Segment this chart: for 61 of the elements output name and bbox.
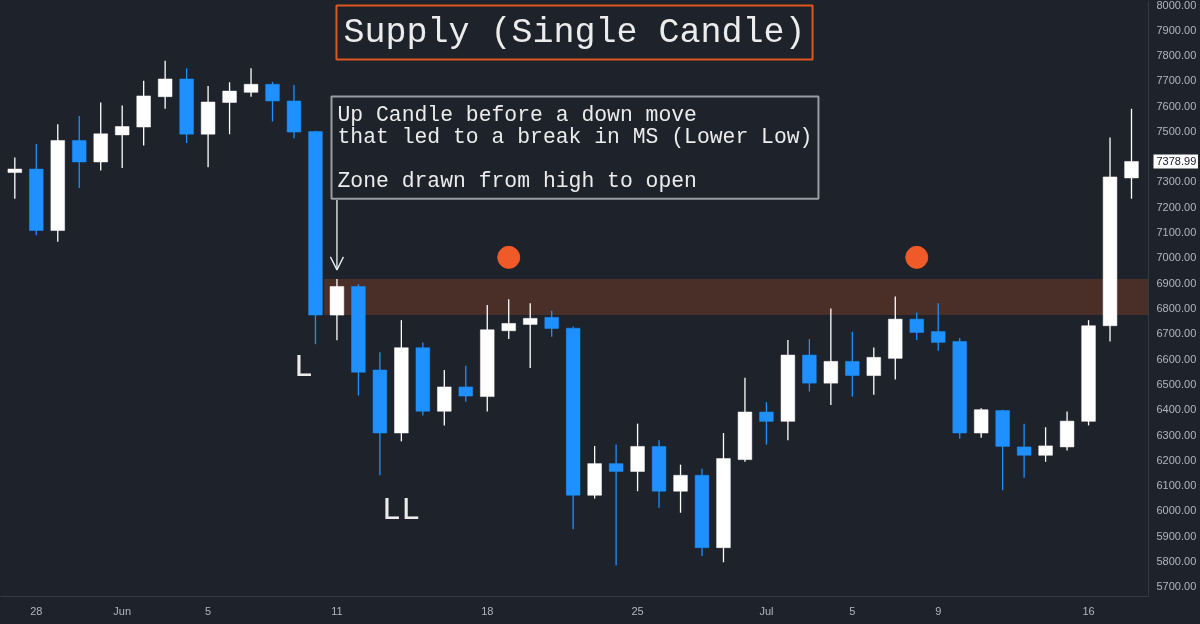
annotation: LL (381, 491, 421, 529)
chart-title: Supply (Single Candle) (343, 12, 806, 53)
candlestick (458, 365, 473, 403)
y-tick-label: 7600.00 (1156, 99, 1197, 112)
y-tick-label: 7500.00 (1156, 124, 1197, 137)
y-tick-label: 5800.00 (1156, 555, 1197, 568)
candlestick (1017, 423, 1032, 479)
y-tick-label: 6100.00 (1156, 479, 1197, 492)
candlestick (909, 311, 924, 341)
candlestick (501, 298, 516, 340)
candlestick (608, 443, 624, 567)
y-tick-label: 7800.00 (1156, 48, 1197, 61)
candlestick (866, 346, 881, 396)
x-tick-label: 25 (631, 604, 644, 617)
candlestick (544, 310, 559, 338)
annotation: Up Candle before a down move that led to a break in MS (Lower Low) Zone drawn from high to open (337, 102, 813, 193)
y-tick-label: 6900.00 (1156, 276, 1197, 289)
y-tick-label: 7700.00 (1156, 74, 1197, 87)
x-tick-label: 9 (935, 604, 942, 617)
x-tick-label: 28 (30, 604, 43, 617)
y-tick-label: 6300.00 (1156, 428, 1197, 441)
y-tick-label: 7000.00 (1156, 251, 1197, 264)
x-tick-label: 18 (481, 604, 494, 617)
x-tick-label: 5 (849, 604, 856, 617)
y-tick-label: 6500.00 (1156, 377, 1197, 390)
annotation: L (293, 348, 314, 386)
candlestick (158, 60, 173, 110)
candlestick (845, 331, 860, 398)
y-tick-label: 6700.00 (1156, 327, 1197, 340)
x-tick-label: Jun (113, 604, 132, 617)
y-tick-label: 6200.00 (1156, 453, 1197, 466)
candlestick (823, 307, 838, 406)
candlestick (759, 401, 774, 446)
candlestick (265, 81, 280, 123)
x-tick-label: Jul (759, 604, 774, 617)
y-tick-label: 6400.00 (1156, 403, 1197, 416)
candlestick (1038, 426, 1053, 463)
candlestick (7, 156, 22, 200)
y-tick-label: 5900.00 (1156, 529, 1197, 542)
annotation: 7378.99 (1156, 155, 1197, 168)
y-tick-label: 6000.00 (1156, 504, 1197, 517)
candlestick (673, 464, 688, 514)
candlestick (1124, 108, 1139, 200)
x-tick-label: 16 (1082, 604, 1095, 617)
x-tick-label: 5 (205, 604, 212, 617)
y-tick-label: 7900.00 (1156, 23, 1197, 36)
candlestick (115, 104, 130, 169)
y-tick-label: 7200.00 (1156, 200, 1197, 213)
candlestick (222, 81, 237, 135)
candlestick (243, 67, 259, 98)
y-tick-label: 6600.00 (1156, 352, 1197, 365)
y-tick-label: 6800.00 (1156, 301, 1197, 314)
candlestick (974, 407, 989, 439)
y-tick-label: 8000.00 (1156, 0, 1197, 11)
candlestick (523, 302, 538, 369)
candlestick (72, 115, 87, 189)
y-tick-label: 7100.00 (1156, 226, 1197, 239)
candlestick (931, 302, 946, 352)
y-tick-label: 7300.00 (1156, 175, 1197, 188)
x-tick-label: 11 (331, 604, 343, 617)
y-tick-label: 5700.00 (1156, 580, 1197, 593)
